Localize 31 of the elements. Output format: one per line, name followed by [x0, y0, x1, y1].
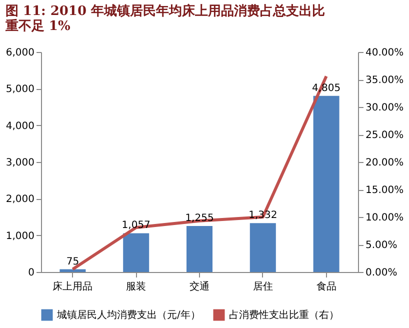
y2-tick-label: 25.00%: [366, 130, 404, 141]
y2-tick-label: 30.00%: [366, 102, 404, 114]
y2-tick-label: 40.00%: [366, 48, 404, 58]
bar: [123, 233, 150, 272]
y-tick-label: 6,000: [6, 48, 34, 58]
y-tick-label: 0: [28, 268, 34, 278]
y2-tick-label: 5.00%: [366, 240, 398, 251]
text: 重不足 1%: [5, 19, 70, 34]
bar: [250, 223, 276, 272]
y2-tick-label: 20.00%: [366, 158, 404, 168]
y-tick-label: 5,000: [6, 84, 34, 96]
x-tick-label: 服装: [126, 280, 146, 292]
y2-tick-label: 10.00%: [366, 212, 404, 224]
y-tick-label: 1,000: [6, 230, 34, 242]
bar: [60, 269, 86, 272]
bar: [313, 96, 340, 272]
x-tick-label: 床上用品: [52, 280, 93, 292]
legend-label: 占消费性支出比重（右）: [229, 309, 339, 321]
y2-tick-label: 0.00%: [366, 268, 398, 278]
text: 图 11: 2010 年城镇居民年均床上用品消费占总支出比: [5, 4, 326, 19]
data-label: 75: [66, 256, 80, 268]
y2-tick-label: 15.00%: [366, 185, 404, 196]
y-tick-label: 3,000: [6, 158, 34, 168]
y-tick-label: 2,000: [6, 194, 34, 206]
legend-label: 城镇居民人均消费支出（元/年）: [56, 309, 200, 321]
x-tick-label: 交通: [190, 280, 210, 292]
y2-tick-label: 35.00%: [366, 75, 404, 86]
y-tick-label: 4,000: [6, 120, 34, 132]
x-tick-label: 居住: [252, 282, 273, 292]
x-tick-label: 食品: [316, 280, 336, 292]
bar: [186, 226, 212, 272]
